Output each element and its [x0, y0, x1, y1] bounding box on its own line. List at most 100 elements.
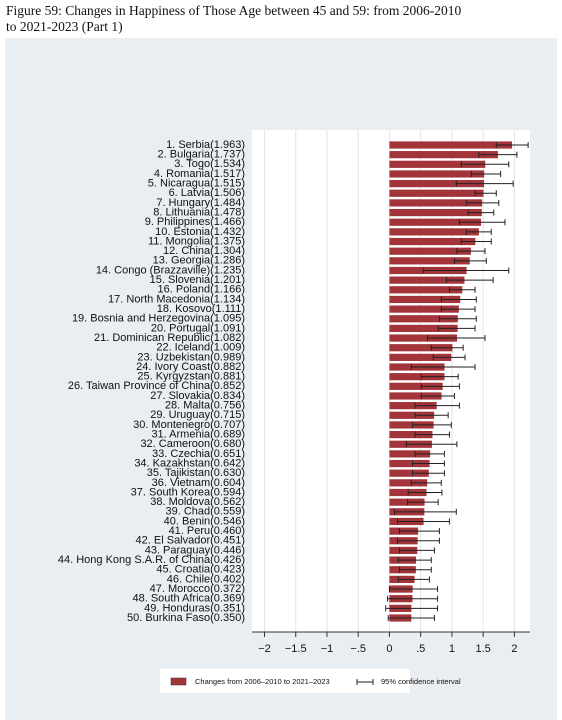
y-tick-label: 28. Malta(0.756)	[165, 400, 245, 412]
bar	[389, 208, 482, 217]
y-tick-label: 24. Ivory Coast(0.882)	[136, 361, 245, 373]
error-bar	[427, 335, 486, 342]
error-bar	[420, 373, 459, 380]
error-bar	[407, 499, 439, 506]
legend-swatch	[170, 677, 187, 686]
bar	[389, 373, 445, 381]
error-bar	[438, 315, 477, 322]
bar	[389, 324, 458, 333]
y-tick-label: 6. Latvia(1.506)	[169, 187, 245, 199]
error-bar	[474, 190, 497, 197]
bar	[389, 257, 470, 265]
error-bar	[456, 248, 486, 255]
y-tick-label: 2. Bulgaria(1.737)	[158, 149, 245, 161]
bar	[389, 353, 452, 361]
error-bar	[398, 528, 440, 535]
y-tick-label: 47. Morocco(0.372)	[150, 583, 245, 595]
error-bar	[460, 161, 510, 168]
error-bar	[412, 460, 445, 467]
error-bar	[467, 209, 495, 216]
bar	[389, 180, 485, 188]
x-tick-label: −.5	[350, 643, 366, 655]
error-bar	[410, 364, 476, 371]
bar	[389, 295, 461, 304]
error-bar	[405, 441, 458, 448]
y-tick-label: 21. Dominican Republic(1.082)	[94, 332, 245, 344]
error-bar	[420, 383, 460, 390]
x-tick-label: −1	[321, 643, 334, 655]
y-tick-label: 33. Czechia(0.651)	[152, 448, 245, 460]
y-tick-label: 29. Uruguay(0.715)	[150, 409, 245, 421]
bar	[389, 334, 458, 342]
error-bar	[495, 142, 529, 148]
y-tick-label: 40. Benin(0.546)	[164, 515, 245, 527]
x-tick-label: 1	[449, 643, 455, 655]
x-tick-label: −2	[258, 643, 271, 655]
y-tick-label: 39. Chad(0.559)	[166, 506, 246, 518]
bar	[389, 141, 513, 149]
legend-text: Changes from 2006–2010 to 2021–2023	[195, 677, 330, 686]
error-bar	[407, 489, 443, 496]
y-tick-label: 12. China(1.304)	[163, 245, 245, 257]
y-tick-label: 48. South Africa(0.369)	[132, 593, 245, 605]
bar	[389, 430, 433, 439]
error-bar	[412, 421, 452, 428]
y-tick-label: 30. Montenegro(0.707)	[133, 419, 245, 431]
bar	[389, 286, 463, 294]
y-tick-label: 25. Kyrgyzstan(0.881)	[137, 371, 245, 383]
y-tick-label: 23. Uzbekistan(0.989)	[137, 351, 245, 363]
y-tick-label: 3. Togo(1.534)	[174, 158, 245, 170]
error-bar	[445, 277, 494, 284]
bar	[389, 160, 486, 168]
legend-box	[160, 669, 410, 693]
y-tick-label: 10. Estonia(1.432)	[155, 226, 245, 238]
y-tick-label: 46. Chile(0.402)	[167, 573, 245, 585]
y-tick-label: 5. Nicaragua(1.515)	[148, 178, 245, 190]
bar	[389, 247, 471, 255]
error-bar	[393, 508, 457, 515]
legend-text: 95% confidence interval	[381, 677, 461, 686]
bar	[389, 459, 430, 468]
bar	[389, 344, 453, 352]
bar	[389, 305, 459, 313]
y-tick-label: 4. Romania(1.517)	[154, 168, 245, 180]
error-bar	[453, 257, 487, 264]
y-tick-label: 8. Lithuania(1.478)	[153, 206, 245, 218]
error-bar	[460, 238, 492, 245]
y-tick-label: 18. Kosovo(1.111)	[157, 303, 245, 315]
error-bar	[387, 595, 439, 602]
y-tick-label: 34. Kazakhstan(0.642)	[134, 457, 245, 469]
y-tick-label: 35. Tajikistan(0.630)	[147, 467, 245, 479]
error-bar	[470, 170, 502, 177]
y-tick-label: 37. South Korea(0.594)	[131, 486, 245, 498]
error-bar	[437, 325, 476, 332]
bar	[389, 411, 435, 419]
error-bar	[420, 392, 455, 399]
bar	[389, 189, 484, 197]
error-bar	[398, 547, 435, 554]
y-tick-label: 45. Croatia(0.423)	[156, 564, 245, 576]
chart-title: Figure 59: Changes in Happiness of Those…	[6, 3, 462, 18]
error-bar	[410, 479, 442, 486]
y-tick-label: 22. Iceland(1.009)	[156, 342, 245, 354]
bar	[389, 450, 431, 458]
y-tick-label: 31. Armenia(0.689)	[151, 428, 245, 440]
error-bar	[388, 586, 439, 593]
bar	[389, 498, 425, 506]
error-bar	[412, 470, 445, 477]
error-bar	[458, 219, 506, 226]
y-tick-label: 17. North Macedonia(1.134)	[108, 293, 245, 305]
y-tick-label: 16. Poland(1.166)	[158, 284, 245, 296]
y-tick-label: 26. Taiwan Province of China(0.852)	[68, 380, 245, 392]
y-tick-label: 41. Peru(0.460)	[169, 525, 245, 537]
y-tick-label: 19. Bosnia and Herzegovina(1.095)	[72, 313, 245, 325]
y-tick-label: 44. Hong Kong S.A.R. of China(0.426)	[58, 554, 245, 566]
error-bar	[422, 267, 510, 274]
bar	[389, 228, 479, 236]
bar	[389, 218, 482, 226]
y-tick-label: 13. Georgia(1.286)	[153, 255, 245, 267]
error-bar	[440, 296, 477, 303]
error-bar	[414, 431, 450, 438]
